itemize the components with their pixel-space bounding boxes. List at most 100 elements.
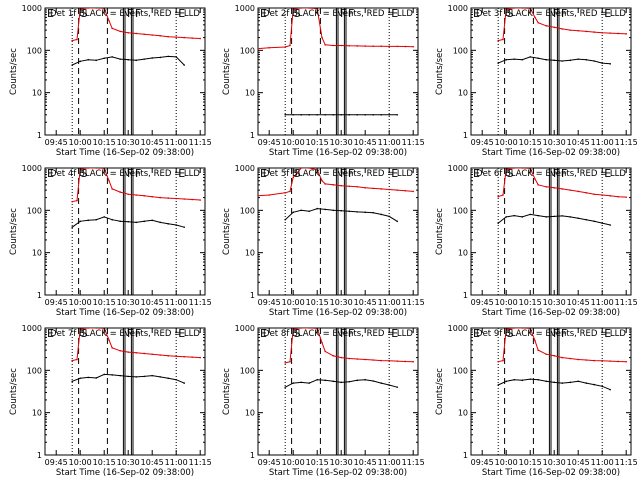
lld-point: [199, 199, 201, 201]
lld-point: [183, 355, 185, 358]
events-point: [364, 114, 367, 116]
y-tick-label: 1000: [235, 324, 255, 333]
lld-point: [289, 44, 291, 47]
x-tick-label: 11:00: [165, 138, 188, 147]
x-tick-label: 10:00: [69, 138, 92, 147]
events-point: [292, 211, 295, 214]
event-annotation: F: [135, 327, 141, 340]
y-tick-label: 100: [240, 206, 255, 215]
lld-point: [199, 356, 201, 359]
event-annotation: F: [348, 167, 354, 180]
events-point: [159, 221, 161, 224]
x-tick-label: 11:15: [402, 138, 425, 147]
events-point: [103, 57, 105, 60]
y-tick-label: 1000: [22, 4, 42, 13]
lld-point: [561, 188, 563, 190]
event-annotation: S: [81, 327, 88, 340]
lld-point: [396, 360, 399, 362]
events-point: [537, 57, 539, 60]
lld-point: [175, 36, 177, 38]
lld-point: [561, 356, 563, 359]
event-annotation: E: [473, 327, 480, 340]
y-tick-label: 1000: [235, 164, 255, 173]
events-point: [292, 114, 295, 116]
y-tick-label: 1000: [22, 324, 42, 333]
event-annotation: E: [473, 7, 480, 20]
events-point: [561, 215, 563, 217]
lld-point: [167, 197, 169, 199]
x-tick-label: 11:15: [189, 458, 212, 467]
lld-point: [340, 184, 343, 187]
lld-point: [71, 39, 73, 42]
chart-title: Det 6f BLACK = Events, RED = LLD: [476, 169, 626, 179]
lld-point: [76, 38, 78, 41]
lld-point: [537, 349, 539, 351]
events-point: [135, 376, 137, 378]
y-tick-label: 100: [27, 206, 42, 215]
event-annotation: E: [47, 167, 54, 180]
lld-point: [87, 168, 89, 169]
y-tick-label: 1: [250, 131, 255, 140]
lld-point: [332, 355, 335, 357]
events-point: [372, 380, 375, 382]
lld-point: [521, 168, 523, 169]
lld-point: [95, 8, 97, 9]
x-tick-label: 10:00: [495, 458, 518, 467]
y-axis-label: Counts/sec: [222, 368, 232, 415]
lld-point: [289, 190, 291, 193]
events-point: [513, 214, 515, 217]
lld-point: [537, 184, 539, 186]
events-point: [111, 56, 113, 58]
lld-point: [412, 190, 415, 193]
lld-point: [388, 188, 391, 191]
lld-point: [119, 30, 121, 33]
events-point: [316, 207, 319, 210]
event-annotation: E: [391, 167, 398, 180]
events-point: [561, 382, 563, 384]
chart-title: Det 4f BLACK = Events, RED = LLD: [50, 169, 200, 179]
x-tick-label: 10:15: [306, 138, 329, 147]
events-point: [497, 62, 500, 64]
x-tick-label: 10:30: [330, 458, 353, 467]
x-tick-label: 11:15: [615, 298, 638, 307]
event-annotation: S: [294, 7, 301, 20]
event-annotation: F: [340, 7, 346, 20]
events-point: [95, 218, 97, 221]
lld-point: [625, 196, 627, 198]
x-tick-label: 10:15: [93, 298, 116, 307]
lld-point: [348, 357, 351, 360]
events-point: [577, 217, 579, 220]
lld-point: [324, 44, 327, 46]
events-point: [356, 379, 359, 382]
x-tick-label: 10:15: [519, 138, 542, 147]
events-point: [71, 380, 73, 383]
lld-point: [183, 198, 185, 200]
lld-point: [545, 185, 547, 188]
events-point: [167, 377, 169, 380]
events-point: [87, 58, 89, 61]
x-tick-label: 10:30: [117, 298, 140, 307]
event-annotation: F: [340, 167, 346, 180]
lld-point: [601, 194, 603, 196]
events-point: [497, 384, 500, 386]
y-tick-label: 10: [32, 89, 42, 98]
lld-point: [348, 44, 351, 47]
events-point: [284, 386, 287, 388]
lld-point: [300, 8, 302, 9]
x-tick-label: 10:45: [141, 458, 164, 467]
events-point: [545, 380, 547, 383]
lld-point: [268, 194, 271, 196]
x-tick-label: 11:00: [591, 298, 614, 307]
events-point: [167, 55, 169, 58]
y-tick-label: 1: [463, 451, 468, 460]
event-annotation: E: [604, 167, 611, 180]
event-annotation: S: [81, 7, 88, 20]
events-point: [79, 377, 81, 380]
x-tick-label: 10:30: [543, 458, 566, 467]
lld-point: [585, 30, 587, 33]
event-annotation: S: [507, 7, 514, 20]
lld-point: [332, 44, 335, 47]
